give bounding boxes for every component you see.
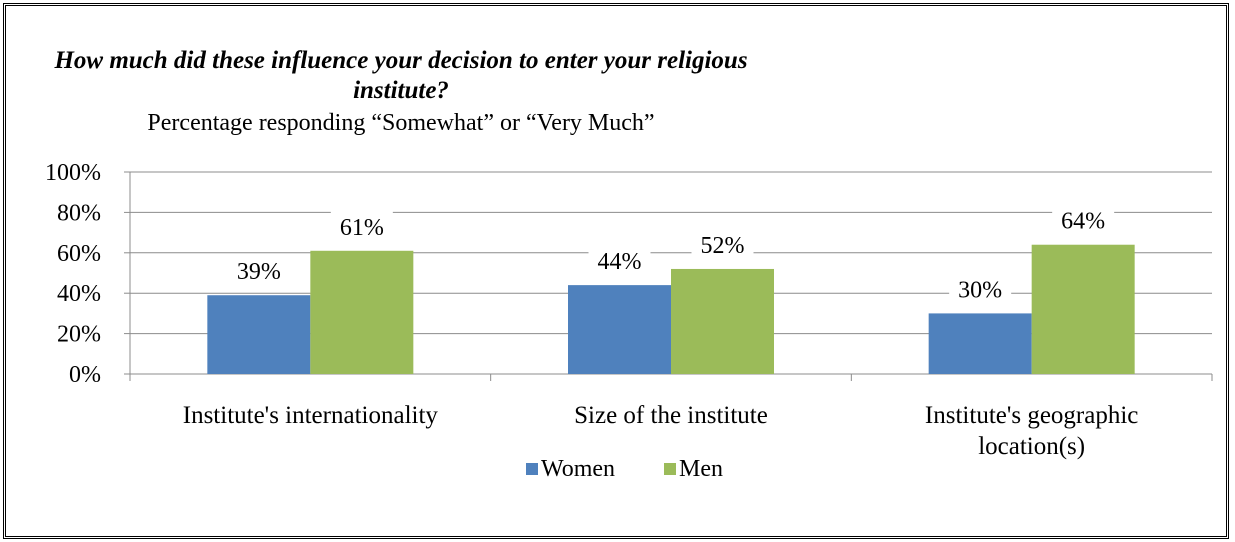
bar-women <box>207 295 311 374</box>
bar-women <box>568 285 671 374</box>
data-label: 52% <box>701 233 745 259</box>
data-label: 30% <box>958 277 1002 303</box>
x-tick-label: Institute's geographic <box>925 402 1138 429</box>
x-tick-label: location(s) <box>978 433 1085 460</box>
data-label-bg <box>227 255 290 286</box>
x-tick-label: Institute's internationality <box>183 402 439 429</box>
data-label-bg <box>1052 204 1115 235</box>
data-label: 39% <box>237 259 281 285</box>
chart-title: How much did these influence your decisi… <box>54 47 748 104</box>
bar-men <box>310 250 414 374</box>
title-block: How much did these influence your decisi… <box>6 46 796 138</box>
data-label-bg <box>949 273 1012 304</box>
bar-men <box>671 268 774 374</box>
data-label-bg <box>588 245 651 276</box>
data-label: 61% <box>340 215 384 241</box>
bar-women <box>928 313 1032 374</box>
y-tick-label: 20% <box>57 322 101 348</box>
data-label: 44% <box>598 249 642 275</box>
y-tick-label: 40% <box>57 281 101 307</box>
y-tick-label: 60% <box>57 241 101 267</box>
data-label-bg <box>691 228 754 259</box>
data-label: 64% <box>1061 209 1105 235</box>
x-tick-label: Size of the institute <box>574 402 768 429</box>
chart-subtitle: Percentage responding “Somewhat” or “Ver… <box>147 110 655 136</box>
bar-men <box>1031 244 1135 374</box>
y-tick-label: 0% <box>69 362 101 388</box>
legend-label: Women <box>541 456 615 482</box>
y-tick-label: 100% <box>45 160 101 186</box>
legend-swatch <box>526 463 538 475</box>
chart-frame: How much did these influence your decisi… <box>3 3 1229 539</box>
y-tick-label: 80% <box>57 200 101 226</box>
legend-label: Men <box>679 456 723 482</box>
data-label-bg <box>330 210 393 241</box>
legend-swatch <box>664 463 676 475</box>
